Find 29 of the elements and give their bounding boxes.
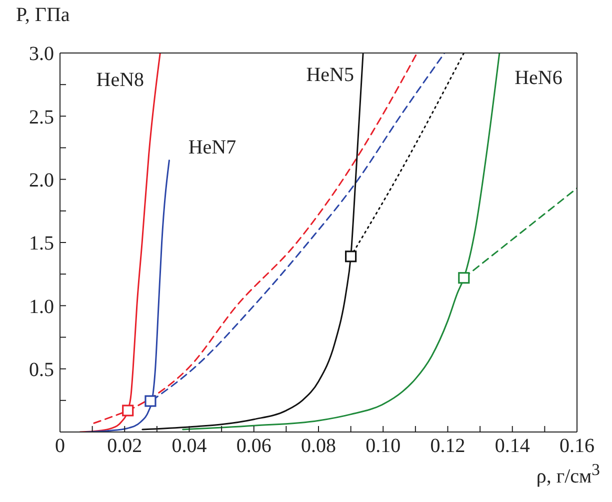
y-tick-label: 2.0 (29, 169, 54, 192)
x-tick-label: 0.14 (494, 435, 530, 458)
x-axis-title: ρ, г/см$^{3}$ (536, 460, 600, 489)
line-series (85, 160, 170, 432)
y-tick-label: 0.5 (29, 358, 54, 381)
x-tick-label: 0.12 (430, 435, 466, 458)
series-label: HeN8 (96, 69, 144, 91)
x-tick-label: 0.04 (172, 435, 207, 458)
point (144, 395, 156, 407)
y-axis-title: P, ГПа (16, 4, 70, 27)
x-tick-label: 0.02 (107, 435, 142, 458)
series-label: HeN5 (306, 64, 354, 86)
point (345, 250, 357, 262)
x-tick-label: 0.16 (560, 435, 594, 458)
y-tick-label: 1.0 (29, 296, 54, 318)
line-series (93, 53, 418, 424)
x-tick-label: 0 (55, 435, 65, 458)
y-tick-label: 2.5 (29, 106, 54, 128)
point (458, 272, 470, 284)
y-tick-label: 1.5 (29, 232, 54, 255)
x-tick-label: 0.10 (366, 435, 401, 458)
point (122, 404, 134, 416)
series-label: HeN7 (188, 136, 236, 158)
y-tick-label: 3.0 (29, 43, 54, 66)
series-label: HeN6 (514, 67, 562, 89)
x-tick-label: 0.08 (301, 435, 336, 458)
line-series (182, 53, 500, 430)
x-tick-label: 0.06 (236, 435, 272, 458)
line-series (79, 53, 161, 432)
